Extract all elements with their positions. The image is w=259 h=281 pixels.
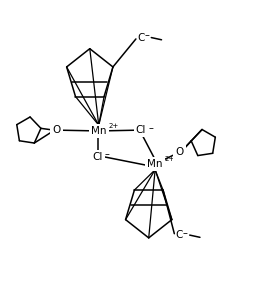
Text: –: – [183, 228, 188, 238]
Text: O: O [175, 147, 184, 157]
Text: Mn: Mn [147, 159, 163, 169]
Text: –: – [105, 149, 110, 159]
Text: C: C [137, 33, 145, 42]
Text: –: – [144, 30, 149, 40]
Text: O: O [52, 125, 61, 135]
Text: C: C [176, 230, 183, 240]
Text: 2+: 2+ [165, 156, 175, 162]
Text: Mn: Mn [91, 126, 106, 136]
Text: Cl: Cl [92, 152, 103, 162]
Text: Cl: Cl [136, 125, 146, 135]
Text: 2+: 2+ [109, 123, 119, 129]
Text: –: – [148, 123, 153, 133]
